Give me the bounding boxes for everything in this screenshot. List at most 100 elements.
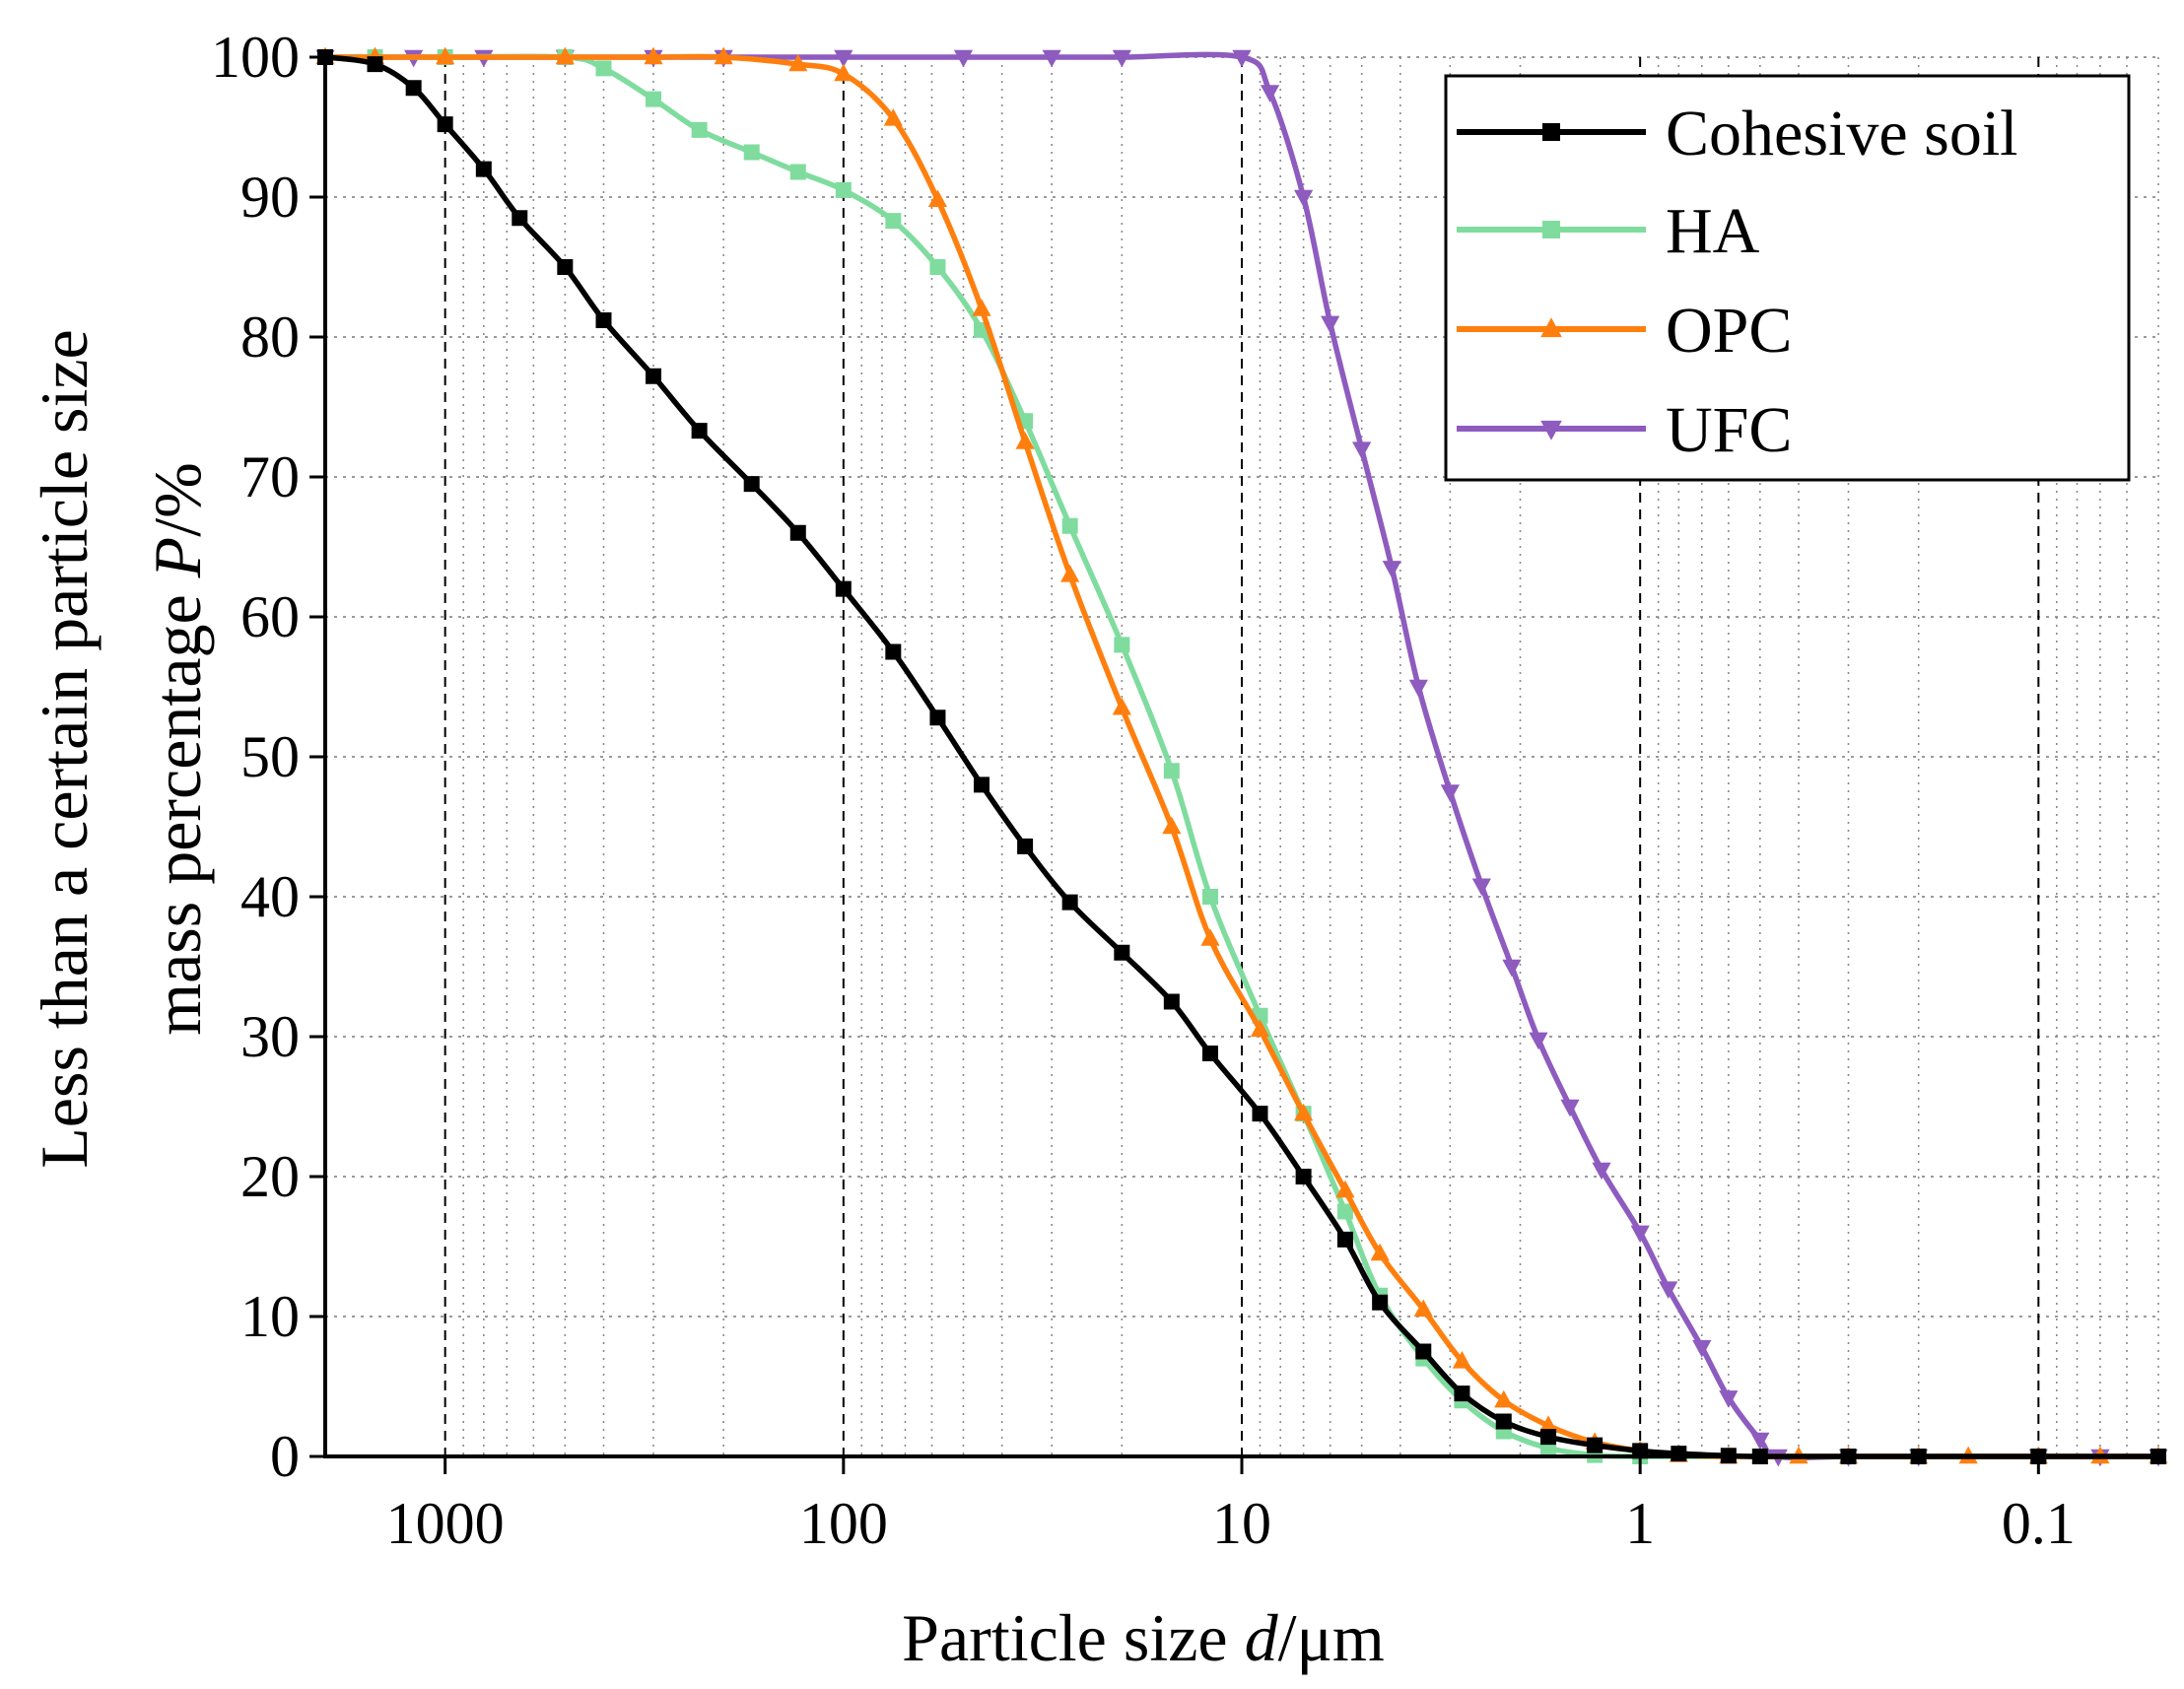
data-point-cohesive-soil	[973, 777, 990, 793]
data-point-ufc	[1232, 49, 1252, 68]
data-point-opc	[1112, 697, 1131, 715]
y-tick-label: 40	[240, 864, 300, 929]
data-point-cohesive-soil	[512, 210, 528, 227]
y-tick-label: 80	[240, 304, 300, 370]
data-point-opc	[883, 108, 903, 126]
legend-entry-ha: HA	[1457, 195, 1760, 267]
data-point-cohesive-soil	[1336, 1231, 1353, 1248]
data-point-cohesive-soil	[1114, 944, 1130, 961]
y-axis-title-line1: Less than a certain particle size	[27, 329, 102, 1168]
data-point-ha	[789, 164, 806, 180]
data-point-ufc	[1112, 49, 1131, 68]
data-point-ha	[691, 121, 708, 138]
legend-entry-ufc: UFC	[1457, 394, 1792, 466]
y-tick-label: 30	[240, 1004, 300, 1069]
data-point-ufc	[834, 49, 853, 68]
legend-label-ufc: UFC	[1666, 394, 1792, 466]
data-point-ufc	[1382, 561, 1401, 578]
x-tick-label: 1000	[386, 1491, 505, 1556]
data-point-opc	[834, 63, 853, 82]
data-point-cohesive-soil	[1454, 1385, 1470, 1402]
data-point-ufc	[1502, 959, 1522, 978]
y-tick-label: 10	[240, 1284, 300, 1349]
data-point-opc	[1294, 1103, 1314, 1121]
legend-label-cohesive-soil: Cohesive soil	[1666, 98, 2018, 169]
legend: Cohesive soil HA OPC UFC	[1444, 74, 2131, 482]
data-point-opc	[1250, 1019, 1270, 1038]
y-axis-title-line2: mass percentage P/%	[140, 462, 215, 1036]
x-axis-title-unit: /μm	[1278, 1600, 1385, 1675]
data-point-ha	[645, 91, 661, 107]
data-point-opc	[788, 53, 808, 72]
data-point-cohesive-soil	[1587, 1437, 1604, 1453]
legend-entry-opc: OPC	[1457, 295, 1792, 367]
data-point-ha	[835, 181, 852, 198]
data-point-cohesive-soil	[1201, 1046, 1218, 1062]
data-point-cohesive-soil	[1252, 1106, 1268, 1122]
data-point-opc	[1060, 565, 1080, 582]
data-point-ha	[1201, 889, 1218, 905]
data-point-cohesive-soil	[1163, 993, 1180, 1010]
y-axis-title-line2-prefix: mass percentage	[140, 577, 215, 1035]
y-axis-title: Less than a certain particle size mass p…	[27, 329, 215, 1168]
data-point-opc	[1452, 1351, 1472, 1369]
data-point-ufc	[1529, 1032, 1548, 1050]
data-point-opc	[1015, 432, 1035, 449]
data-point-ha	[1061, 517, 1078, 534]
data-point-ufc	[1659, 1281, 1678, 1299]
data-point-cohesive-soil	[885, 643, 902, 660]
data-point-cohesive-soil	[743, 476, 760, 493]
data-point-cohesive-soil	[1415, 1343, 1432, 1360]
data-point-cohesive-soil	[557, 259, 574, 275]
data-point-cohesive-soil	[437, 116, 453, 133]
data-point-cohesive-soil	[789, 524, 806, 541]
data-point-ufc	[1692, 1340, 1712, 1358]
data-point-ufc	[1321, 315, 1340, 334]
y-tick-label: 20	[240, 1144, 300, 1209]
y-tick-label: 0	[270, 1424, 300, 1489]
x-tick-label: 0.1	[2002, 1491, 2076, 1556]
series-cohesive-soil	[317, 49, 2166, 1464]
y-tick-label: 70	[240, 444, 300, 509]
data-point-ufc	[1042, 49, 1061, 68]
data-point-opc	[1538, 1415, 1558, 1433]
data-point-opc	[1494, 1389, 1514, 1408]
data-point-opc	[972, 299, 991, 316]
y-tick-label: 50	[240, 724, 300, 789]
x-tick-label: 100	[799, 1491, 888, 1556]
x-tick-label: 1	[1625, 1491, 1655, 1556]
legend-box	[1444, 74, 2131, 482]
data-point-cohesive-soil	[367, 56, 383, 73]
data-point-cohesive-soil	[691, 423, 708, 439]
legend-marker-ufc	[1540, 420, 1562, 440]
data-point-ufc	[1260, 85, 1280, 102]
data-point-opc	[1162, 816, 1182, 835]
data-point-cohesive-soil	[1061, 894, 1078, 911]
data-point-ha	[929, 259, 946, 275]
data-point-ufc	[1440, 784, 1460, 802]
x-axis-title: Particle size d/μm	[902, 1600, 1385, 1675]
x-axis-title-prefix: Particle size	[902, 1600, 1244, 1675]
data-point-cohesive-soil	[405, 80, 422, 97]
series-layer	[315, 46, 2168, 1467]
x-tick-label: 10	[1212, 1491, 1271, 1556]
y-tick-label: 90	[240, 165, 300, 230]
data-point-opc	[1413, 1299, 1433, 1317]
y-axis-title-line2-var: P	[140, 537, 215, 579]
data-point-ha	[743, 144, 760, 161]
data-point-ufc	[1719, 1390, 1739, 1408]
data-point-opc	[644, 46, 663, 65]
data-point-cohesive-soil	[1017, 838, 1034, 854]
legend-marker-opc	[1540, 317, 1562, 338]
data-point-ufc	[1408, 679, 1428, 698]
data-point-ufc	[1592, 1162, 1611, 1181]
x-axis-title-var: d	[1245, 1600, 1279, 1675]
data-point-ha	[1114, 637, 1130, 653]
data-point-ha	[1163, 763, 1180, 779]
data-point-opc	[555, 46, 575, 65]
data-point-cohesive-soil	[1671, 1446, 1687, 1462]
legend-marker-ha	[1542, 221, 1560, 238]
data-point-ufc	[1560, 1099, 1580, 1117]
data-point-ufc	[1630, 1225, 1650, 1244]
